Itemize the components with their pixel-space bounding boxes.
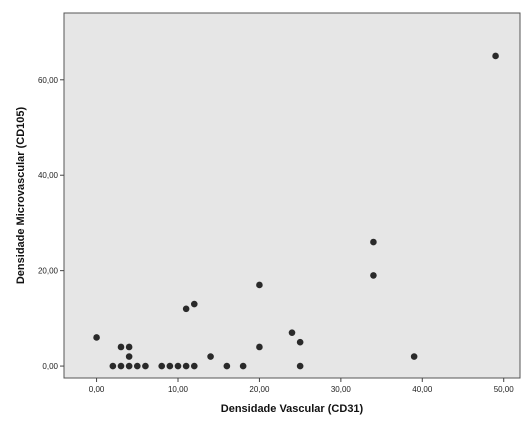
data-point [125, 343, 133, 351]
data-point [93, 334, 100, 341]
y-axis-title: Densidade Microvascular (CD105) [15, 107, 27, 285]
data-point [117, 343, 125, 351]
data-point [133, 362, 141, 370]
data-point [410, 353, 418, 360]
data-point [239, 362, 247, 370]
plot-area [63, 12, 521, 379]
data-point [296, 362, 304, 370]
x-tick-label: 40,00 [412, 385, 433, 394]
data-point [370, 238, 377, 246]
data-point [256, 281, 263, 289]
data-point [182, 305, 190, 313]
data-point [125, 353, 133, 360]
x-axis-title: Densidade Vascular (CD31) [221, 403, 364, 415]
y-tick-label: 0,00 [42, 362, 58, 371]
data-point [296, 338, 304, 346]
x-axis: 0,00 10,00 20,00 30,00 40,00 50,00 [89, 378, 514, 394]
y-tick-label: 20,00 [38, 267, 59, 276]
data-point [207, 353, 214, 360]
x-tick-label: 50,00 [494, 385, 515, 394]
data-point [190, 300, 198, 308]
data-point [174, 362, 182, 370]
data-point [223, 362, 231, 370]
data-point [142, 362, 149, 370]
data-point [158, 362, 166, 370]
data-point [492, 52, 499, 60]
data-points [93, 52, 499, 370]
data-point [117, 362, 125, 370]
data-point [256, 343, 263, 351]
y-tick-label: 40,00 [38, 171, 59, 180]
x-tick-label: 0,00 [89, 385, 105, 394]
data-point [182, 362, 190, 370]
y-tick-label: 60,00 [38, 76, 59, 85]
x-tick-label: 30,00 [331, 385, 352, 394]
data-point [288, 329, 296, 336]
x-tick-label: 10,00 [168, 385, 189, 394]
x-tick-label: 20,00 [249, 385, 270, 394]
data-point [125, 362, 133, 370]
y-axis: 0,00 20,00 40,00 60,00 [38, 76, 64, 371]
data-point [166, 362, 174, 370]
data-point [109, 362, 117, 370]
data-point [190, 362, 198, 370]
data-point [370, 272, 377, 279]
